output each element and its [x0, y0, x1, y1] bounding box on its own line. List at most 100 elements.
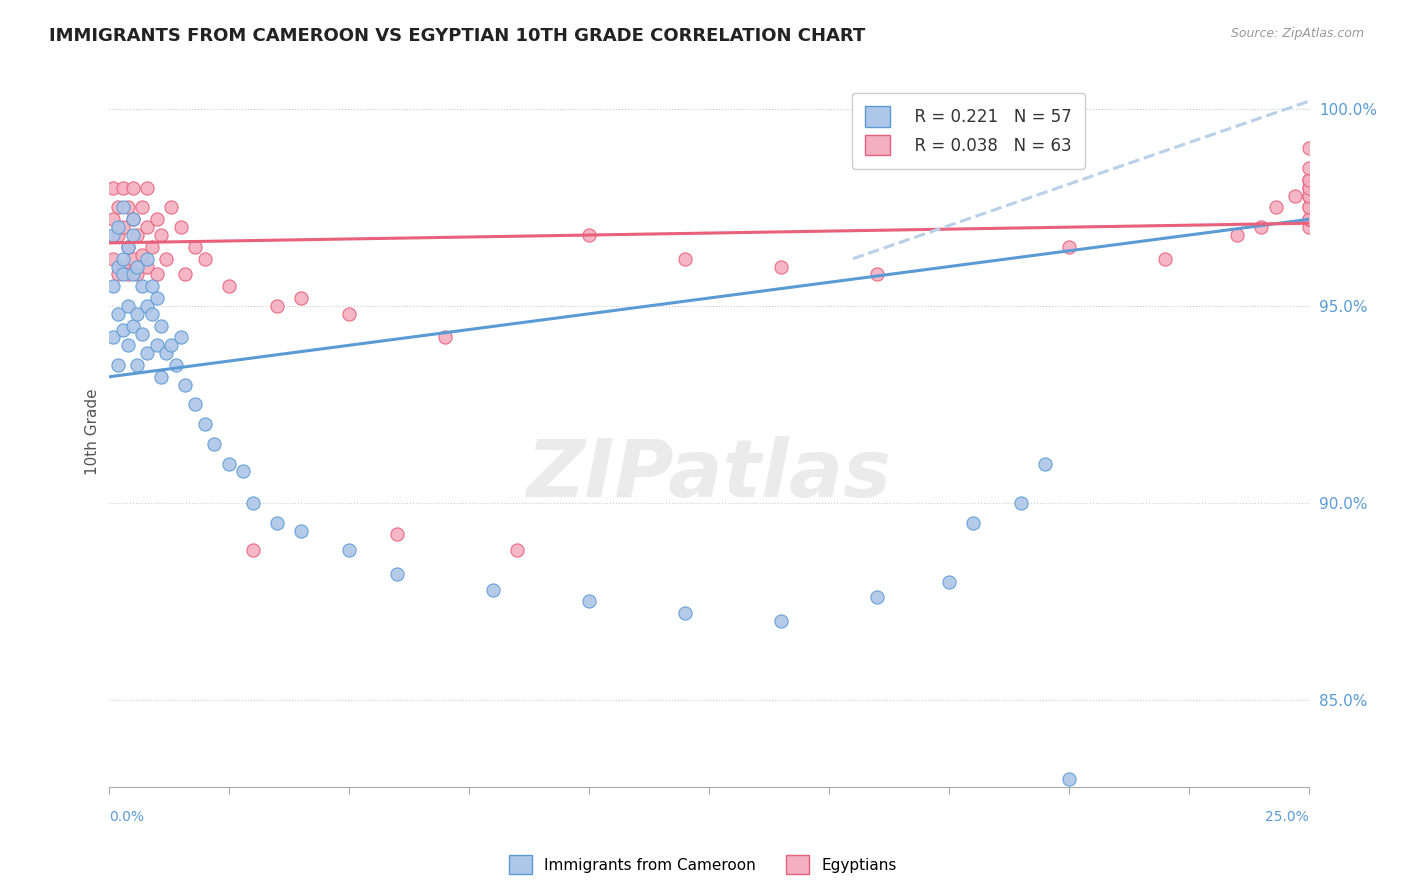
Point [1298, 173, 1320, 187]
Point [160, 201, 183, 215]
Point [184, 397, 207, 411]
Point [194, 252, 217, 266]
Point [107, 220, 129, 235]
Point [112, 220, 135, 235]
Point [1298, 173, 1320, 187]
Point [242, 543, 264, 558]
Point [266, 516, 288, 530]
Point [121, 268, 143, 282]
Legend: Immigrants from Cameroon, Egyptians: Immigrants from Cameroon, Egyptians [503, 849, 903, 880]
Point [962, 516, 984, 530]
Point [1298, 141, 1320, 155]
Point [169, 330, 191, 344]
Point [1284, 188, 1306, 202]
Point [673, 252, 696, 266]
Point [1154, 252, 1177, 266]
Point [112, 252, 135, 266]
Point [1298, 220, 1320, 235]
Point [121, 252, 143, 266]
Point [242, 496, 264, 510]
Point [578, 594, 600, 608]
Point [1057, 240, 1080, 254]
Point [385, 527, 408, 541]
Point [769, 614, 792, 628]
Point [1033, 457, 1056, 471]
Point [112, 180, 135, 194]
Point [145, 212, 167, 227]
Point [103, 180, 125, 194]
Point [506, 543, 529, 558]
Text: Source: ZipAtlas.com: Source: ZipAtlas.com [1230, 27, 1364, 40]
Point [127, 358, 149, 372]
Point [169, 220, 191, 235]
Point [145, 338, 167, 352]
Point [145, 291, 167, 305]
Point [127, 268, 149, 282]
Point [121, 318, 143, 333]
Point [938, 574, 960, 589]
Point [202, 437, 225, 451]
Point [866, 591, 889, 605]
Point [127, 307, 149, 321]
Point [107, 307, 129, 321]
Point [150, 318, 173, 333]
Point [385, 566, 408, 581]
Point [112, 201, 135, 215]
Point [1057, 772, 1080, 786]
Point [1298, 212, 1320, 227]
Point [866, 268, 889, 282]
Point [184, 240, 207, 254]
Point [150, 227, 173, 242]
Point [131, 248, 153, 262]
Point [107, 227, 129, 242]
Point [482, 582, 505, 597]
Point [136, 346, 159, 360]
Point [290, 524, 312, 538]
Point [1298, 188, 1320, 202]
Point [103, 330, 125, 344]
Point [141, 279, 163, 293]
Point [1298, 180, 1320, 194]
Point [103, 212, 125, 227]
Point [218, 457, 240, 471]
Point [1298, 212, 1320, 227]
Point [145, 268, 167, 282]
Point [131, 326, 153, 341]
Point [337, 307, 360, 321]
Point [1250, 220, 1272, 235]
Point [117, 240, 139, 254]
Text: 25.0%: 25.0% [1265, 810, 1309, 824]
Point [112, 260, 135, 274]
Y-axis label: 10th Grade: 10th Grade [86, 389, 100, 475]
Point [290, 291, 312, 305]
Point [117, 338, 139, 352]
Point [165, 358, 187, 372]
Point [107, 201, 129, 215]
Point [155, 252, 177, 266]
Point [136, 260, 159, 274]
Point [112, 322, 135, 336]
Point [578, 227, 600, 242]
Point [174, 377, 197, 392]
Point [112, 268, 135, 282]
Text: IMMIGRANTS FROM CAMEROON VS EGYPTIAN 10TH GRADE CORRELATION CHART: IMMIGRANTS FROM CAMEROON VS EGYPTIAN 10T… [49, 27, 866, 45]
Point [1298, 180, 1320, 194]
Point [131, 201, 153, 215]
Point [103, 227, 125, 242]
Point [1298, 201, 1320, 215]
Point [117, 201, 139, 215]
Point [131, 279, 153, 293]
Point [1298, 188, 1320, 202]
Point [141, 307, 163, 321]
Point [136, 180, 159, 194]
Point [194, 417, 217, 431]
Text: ZIPatlas: ZIPatlas [526, 435, 891, 514]
Point [103, 252, 125, 266]
Point [121, 180, 143, 194]
Point [117, 240, 139, 254]
Point [103, 279, 125, 293]
Point [127, 227, 149, 242]
Point [136, 252, 159, 266]
Point [673, 606, 696, 620]
Point [136, 299, 159, 313]
